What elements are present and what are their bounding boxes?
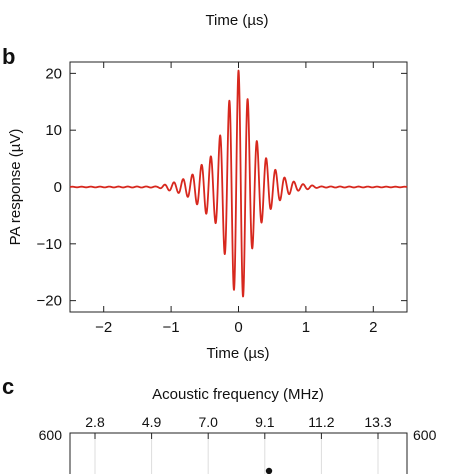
panel-label-c: c bbox=[2, 374, 14, 399]
x-axis-label-b: Time (µs) bbox=[206, 345, 269, 362]
ytick-label-b: −20 bbox=[37, 293, 62, 310]
y-axis-label-b: PA response (µV) bbox=[7, 129, 24, 246]
cropped-xlabel-top: Time (µs) bbox=[205, 12, 268, 29]
top-freq-tick-label-c: 13.3 bbox=[364, 414, 391, 430]
ytick-label-b: 10 bbox=[45, 122, 62, 139]
top-freq-tick-label-c: 11.2 bbox=[308, 414, 334, 430]
xtick-label-b: 1 bbox=[302, 319, 310, 336]
pa-response-series-line bbox=[69, 69, 408, 298]
top-freq-tick-label-c: 9.1 bbox=[255, 414, 275, 430]
xtick-label-b: 0 bbox=[234, 319, 242, 336]
ytick-left-label-c: 600 bbox=[39, 427, 63, 443]
xtick-label-b: 2 bbox=[369, 319, 377, 336]
xtick-label-b: −1 bbox=[163, 319, 180, 336]
top-freq-tick-label-c: 2.8 bbox=[85, 414, 105, 430]
panel-label-b: b bbox=[2, 44, 15, 69]
top-freq-tick-label-c: 4.9 bbox=[142, 414, 162, 430]
plot-frame-c bbox=[69, 432, 408, 474]
ytick-right-label-c: 600 bbox=[413, 427, 437, 443]
ytick-label-b: −10 bbox=[37, 236, 62, 253]
xtick-label-b: −2 bbox=[95, 319, 112, 336]
top-freq-tick-label-c: 7.0 bbox=[198, 414, 218, 430]
ytick-label-b: 20 bbox=[45, 65, 62, 82]
x-axis-label-top-c: Acoustic frequency (MHz) bbox=[152, 386, 324, 403]
ytick-label-b: 0 bbox=[54, 179, 62, 196]
data-point-c bbox=[265, 467, 273, 474]
